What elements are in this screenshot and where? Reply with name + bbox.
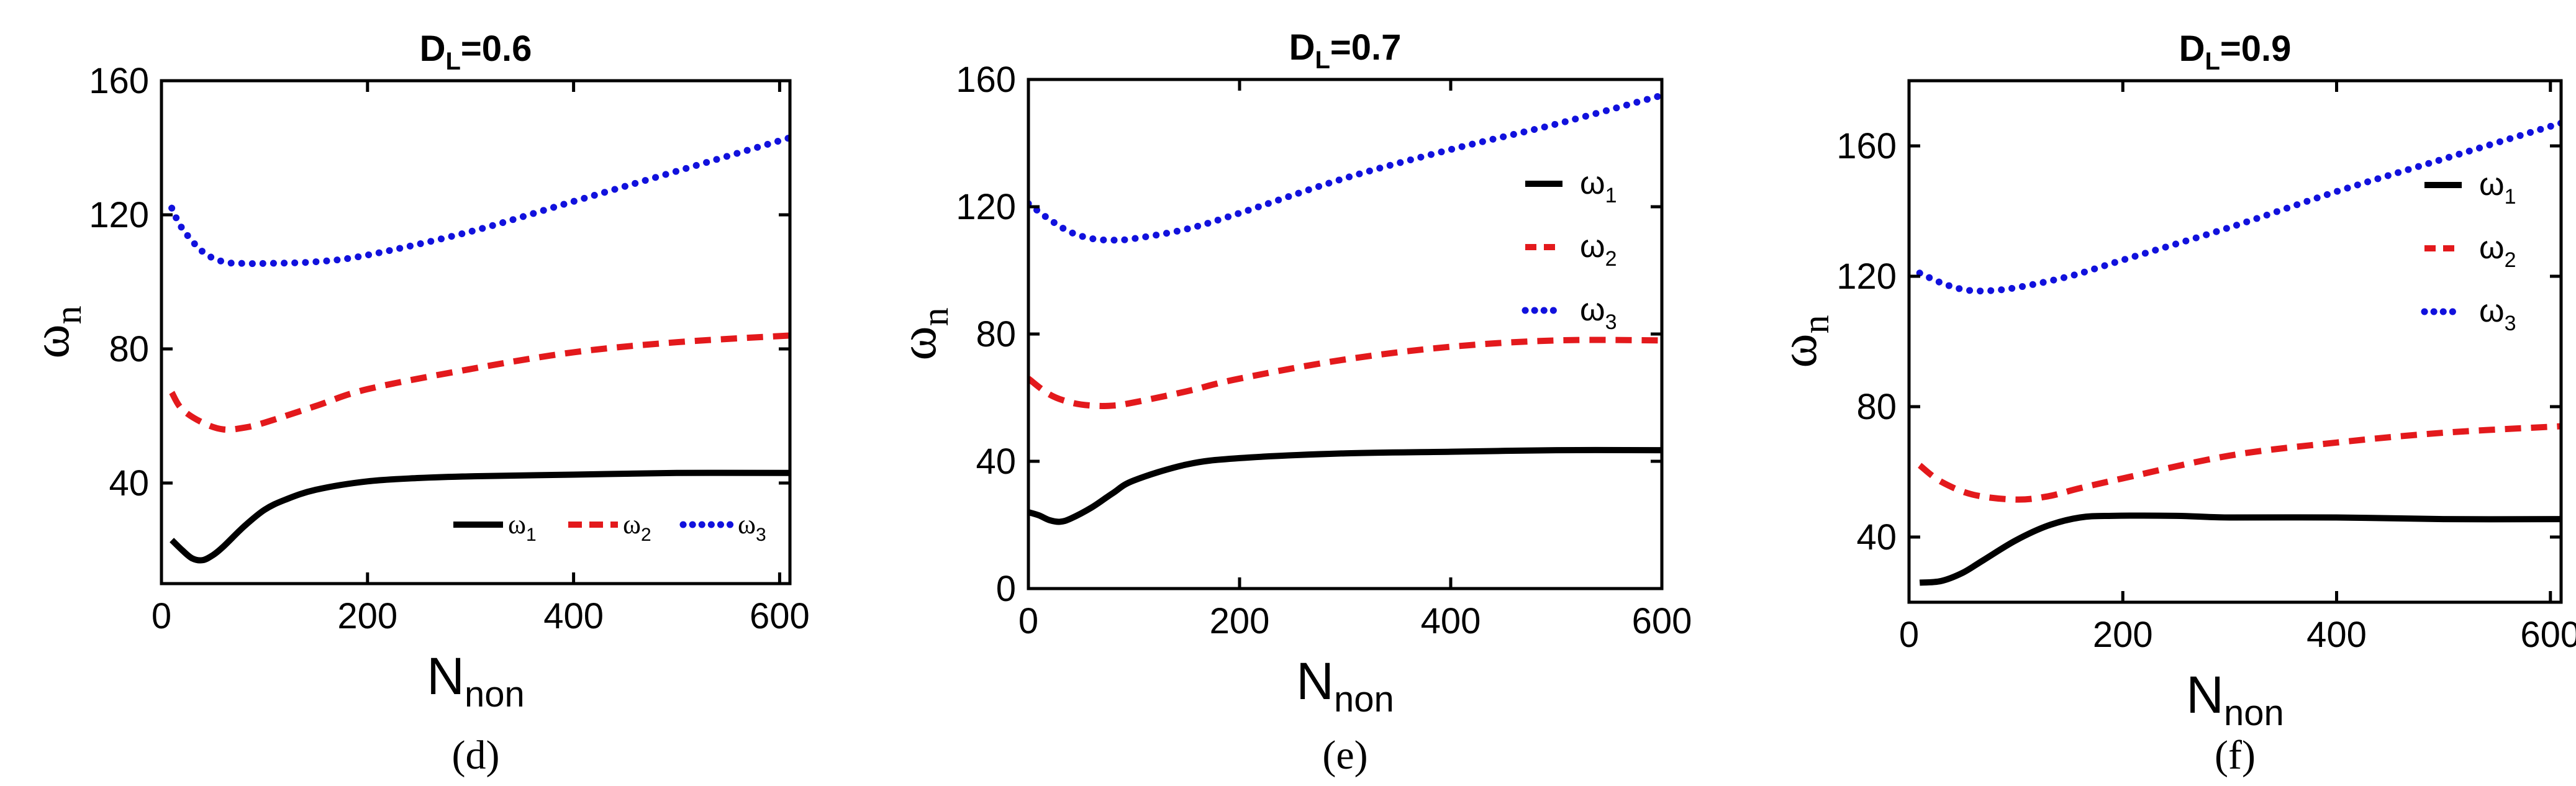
x-tick-label: 600: [1632, 601, 1692, 641]
y-tick-label: 0: [996, 569, 1016, 609]
y-tick-label: 40: [1856, 517, 1897, 558]
plot-frame: [160, 79, 792, 585]
series-line-omega-3: [168, 134, 790, 268]
panel-label: (e): [1322, 733, 1367, 778]
chart-panel-3: 0 200 400 6004080120160DL=0.9Nnonωn(f)ω1ω2ω…: [1770, 29, 2576, 778]
y-axis-label: ωn: [889, 307, 956, 360]
legend: ω1 ω2 ω3: [1522, 165, 1617, 334]
x-tick-label: 200: [2093, 615, 2153, 655]
legend-label-omega-3: ω3: [2479, 293, 2516, 335]
y-tick-label: 40: [109, 463, 149, 504]
x-axis-label: Nnon: [1296, 652, 1394, 720]
y-tick-label: 80: [109, 329, 149, 369]
y-axis-label: ωn: [1770, 315, 1836, 368]
y-tick-label: 40: [976, 441, 1016, 482]
series-line-omega-1: [1919, 512, 2561, 586]
panel-label: (f): [2215, 733, 2256, 778]
chart-title: DL=0.6: [420, 29, 532, 75]
plot-frame: [1907, 79, 2563, 604]
x-tick-label: 400: [2306, 615, 2367, 655]
x-tick-label: 400: [543, 596, 604, 636]
x-axis-label: Nnon: [427, 647, 524, 715]
legend-label-omega-2: ω2: [2479, 230, 2516, 272]
legend: ω1 ω2 ω3: [2421, 166, 2516, 335]
x-tick-label: 600: [2520, 615, 2576, 655]
x-tick-label: 0: [152, 596, 171, 636]
chart-title: DL=0.7: [1289, 27, 1402, 74]
x-tick-label: 200: [1210, 601, 1270, 641]
x-tick-label: 0: [1899, 615, 1919, 655]
chart-panel-2: 0 200 400 600 0 40 80 120 160 DL=0.7 Nnon ωn (e) ω1 ω2…: [889, 27, 1692, 778]
series-line-omega-1: [170, 469, 790, 564]
series-line-omega-2: [1918, 423, 2561, 503]
legend-label-omega-3: ω3: [738, 509, 766, 545]
y-tick-label: 120: [1836, 256, 1897, 297]
y-tick-label: 80: [976, 314, 1016, 355]
series-line-omega-2: [1028, 337, 1662, 409]
series-line-omega-3: [1916, 119, 2561, 295]
y-tick-label: 80: [1856, 387, 1897, 427]
x-tick-label: 400: [1421, 601, 1481, 641]
y-tick-label: 160: [1836, 126, 1897, 166]
legend-label-omega-1: ω1: [508, 509, 537, 545]
legend-label-omega-1: ω1: [2479, 166, 2516, 209]
y-tick-label: 120: [89, 195, 149, 235]
chart-title: DL=0.9: [2179, 29, 2292, 75]
y-tick-label: 120: [956, 187, 1016, 227]
series-line-omega-3: [1028, 92, 1662, 244]
legend-label-omega-2: ω2: [1580, 228, 1617, 271]
legend: ω1 ω2 ω3: [453, 509, 766, 545]
legend-label-omega-2: ω2: [623, 509, 651, 545]
x-tick-label: 600: [750, 596, 810, 636]
x-axis-label: Nnon: [2186, 666, 2283, 733]
legend-label-omega-3: ω3: [1580, 292, 1617, 334]
series-line-omega-1: [1028, 446, 1662, 525]
y-tick-label: 160: [956, 60, 1016, 100]
panel-label: (d): [452, 733, 500, 778]
x-tick-label: 0: [1018, 601, 1038, 641]
y-tick-label: 160: [89, 61, 149, 101]
x-tick-label: 200: [337, 596, 397, 636]
y-axis-label: ωn: [22, 305, 89, 358]
plot-frame: [1027, 78, 1664, 590]
series-line-omega-2: [169, 332, 790, 433]
legend-label-omega-1: ω1: [1580, 165, 1617, 207]
